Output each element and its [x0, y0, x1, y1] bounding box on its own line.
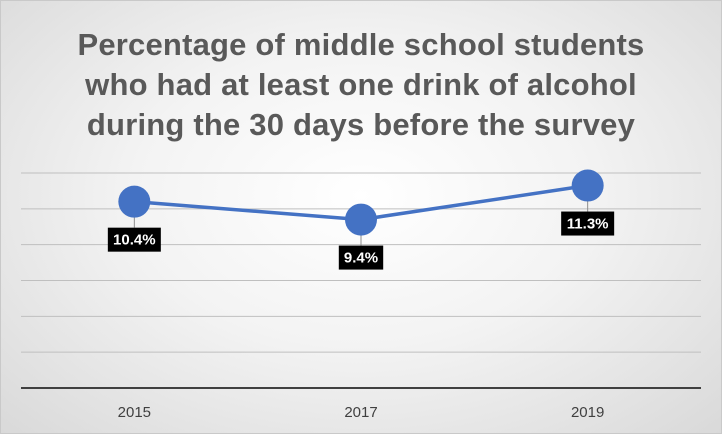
data-label: 9.4% — [344, 250, 378, 267]
x-tick-label: 2017 — [344, 404, 377, 421]
data-label: 10.4% — [113, 232, 156, 249]
data-point — [118, 185, 151, 218]
data-label: 11.3% — [567, 216, 609, 233]
data-label-box — [107, 227, 161, 252]
data-label-box — [561, 211, 615, 236]
data-label-box — [338, 245, 384, 270]
x-tick-label: 2015 — [118, 404, 151, 421]
chart-title: Percentage of middle school students who… — [77, 27, 645, 142]
data-point — [345, 203, 377, 236]
x-tick-label: 2019 — [571, 404, 604, 421]
data-point — [571, 169, 604, 202]
